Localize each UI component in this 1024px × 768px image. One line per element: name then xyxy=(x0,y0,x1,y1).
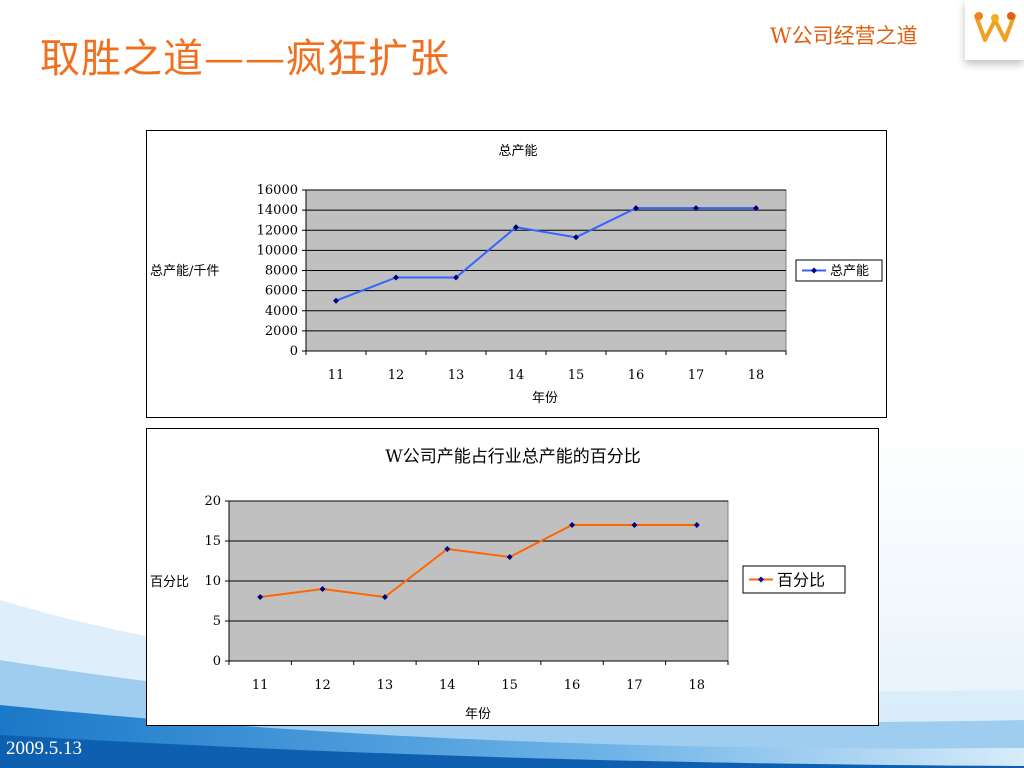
data-point xyxy=(753,205,759,212)
company-logo xyxy=(965,0,1024,60)
x-axis-label: 年份 xyxy=(465,707,491,722)
x-tick-label: 12 xyxy=(314,678,331,693)
legend-label: 总产能 xyxy=(830,264,869,279)
x-tick-label: 14 xyxy=(439,678,456,693)
x-tick-label: 17 xyxy=(626,678,643,693)
legend-label: 百分比 xyxy=(777,570,825,589)
data-point xyxy=(381,594,388,600)
x-axis-label: 年份 xyxy=(532,391,558,406)
capacity-share-chart: W公司产能占行业总产能的百分比 0 5 10 15 20 11 12 13 14 15 16 17 18 年… xyxy=(146,428,879,726)
data-point xyxy=(393,274,399,281)
y-tick-label: 15 xyxy=(204,534,221,549)
data-point xyxy=(257,594,264,600)
total-capacity-chart: 总产能 0 2000 4000 6000 8000 10000 12000 14000 16000… xyxy=(146,130,887,418)
chart-title: W公司产能占行业总产能的百分比 xyxy=(385,447,640,467)
capacity-share-chart-svg: W公司产能占行业总产能的百分比 0 5 10 15 20 11 12 13 14 15 16 17 18 年… xyxy=(150,447,846,722)
y-tick-label: 4000 xyxy=(265,304,298,319)
y-tick-label: 0 xyxy=(290,344,298,359)
y-tick-label: 20 xyxy=(204,494,221,509)
x-tick-label: 14 xyxy=(508,368,525,383)
brand-name: W公司经营之道 xyxy=(770,24,918,48)
total-capacity-chart-svg: 总产能 0 2000 4000 6000 8000 10000 12000 14000 16000… xyxy=(150,144,883,406)
series-line xyxy=(335,207,756,302)
data-point xyxy=(319,586,326,592)
y-tick-label: 12000 xyxy=(257,223,298,238)
y-tick-label: 16000 xyxy=(257,183,298,198)
series-line xyxy=(260,524,697,599)
data-point xyxy=(693,522,700,528)
y-tick-label: 8000 xyxy=(265,264,298,279)
y-tick-label: 5 xyxy=(213,614,221,629)
slide-title: 取胜之道——疯狂扩张 xyxy=(40,36,450,82)
y-tick-label: 10000 xyxy=(257,243,298,258)
x-tick-label: 17 xyxy=(688,368,705,383)
x-tick-label: 11 xyxy=(328,368,345,383)
x-tick-label: 18 xyxy=(748,368,765,383)
data-point xyxy=(453,274,459,281)
data-point xyxy=(633,205,639,212)
y-axis-label: 百分比 xyxy=(150,575,189,590)
x-tick-label: 15 xyxy=(568,368,585,383)
data-point xyxy=(631,522,638,528)
data-point xyxy=(444,546,451,552)
x-tick-label: 13 xyxy=(448,368,465,383)
logo-w-icon xyxy=(974,12,1016,42)
date-label: 2009.5.13 xyxy=(6,738,82,759)
y-axis-label: 总产能/千件 xyxy=(150,264,219,279)
legend-swatch-marker xyxy=(758,576,764,583)
x-tick-label: 13 xyxy=(377,678,394,693)
x-tick-label: 18 xyxy=(689,678,706,693)
y-tick-label: 14000 xyxy=(257,203,298,218)
y-tick-label: 10 xyxy=(204,574,221,589)
data-point xyxy=(506,554,513,560)
y-tick-label: 6000 xyxy=(265,284,298,299)
legend-swatch-marker xyxy=(811,267,817,274)
y-tick-label: 0 xyxy=(213,654,221,669)
x-tick-label: 16 xyxy=(564,678,581,693)
data-point xyxy=(569,522,576,528)
data-point xyxy=(513,224,519,231)
data-point xyxy=(573,234,579,241)
y-tick-label: 2000 xyxy=(265,324,298,339)
legend-box xyxy=(795,259,883,282)
data-point xyxy=(693,205,699,212)
x-tick-label: 16 xyxy=(628,368,645,383)
x-tick-label: 11 xyxy=(252,678,269,693)
chart-title: 总产能 xyxy=(498,144,537,159)
x-tick-label: 12 xyxy=(388,368,405,383)
data-point xyxy=(333,297,339,304)
x-tick-label: 15 xyxy=(501,678,518,693)
